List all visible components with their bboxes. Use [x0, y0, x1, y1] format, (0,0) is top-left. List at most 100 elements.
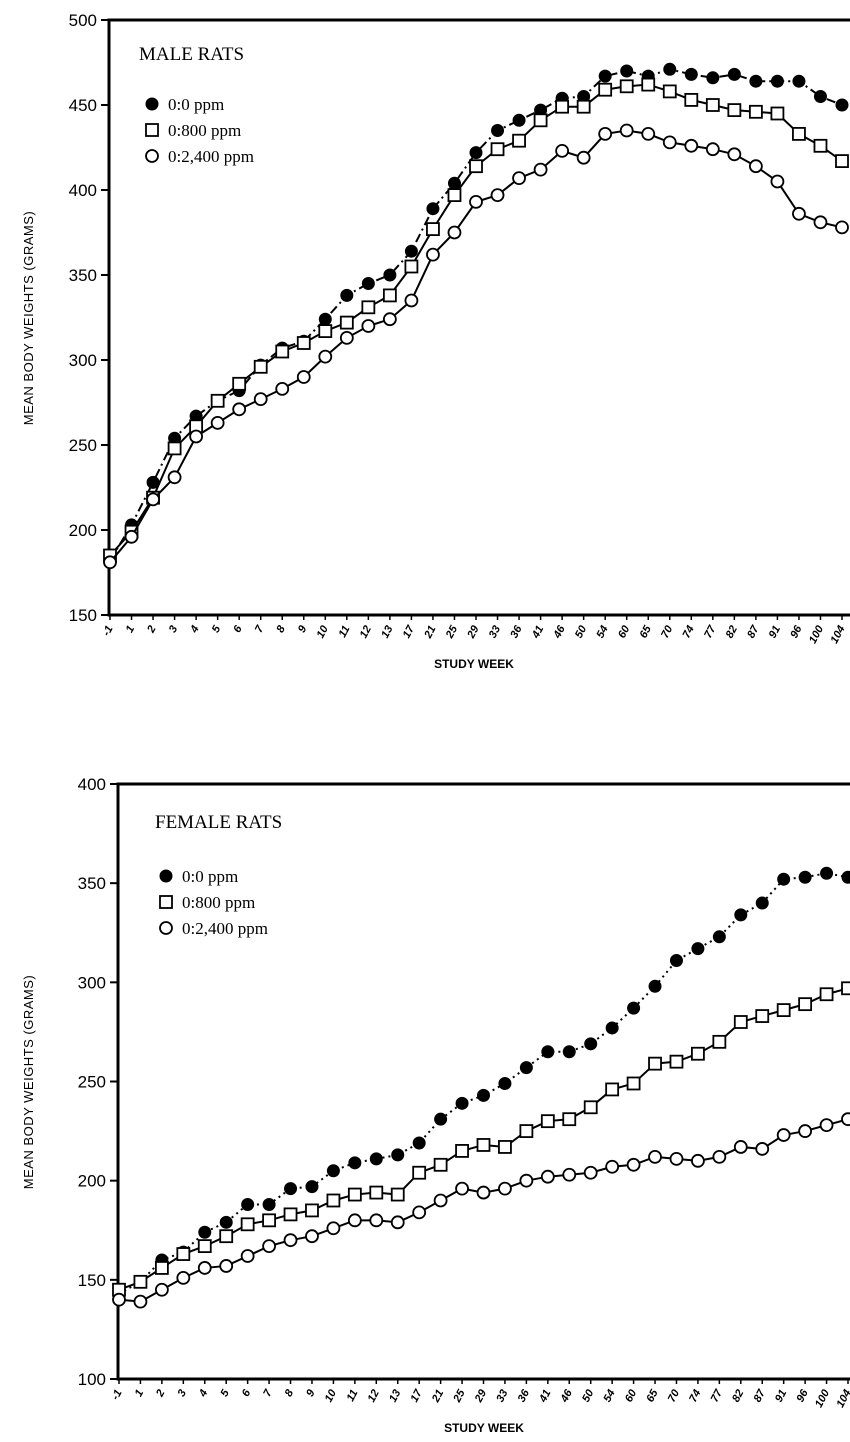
data-point — [584, 1037, 598, 1051]
data-point — [841, 1112, 850, 1127]
data-point — [662, 135, 677, 150]
data-point — [562, 1167, 577, 1182]
data-point — [712, 1149, 727, 1164]
data-point — [167, 470, 182, 485]
data-point — [540, 1169, 555, 1184]
data-point — [727, 67, 741, 81]
data-point — [447, 225, 462, 240]
x-tick-label: 7 — [261, 1387, 275, 1399]
y-tick-label: 200 — [69, 521, 97, 540]
x-tick-label: 1 — [133, 1388, 146, 1399]
data-point — [133, 1294, 148, 1309]
data-point — [755, 1009, 770, 1023]
x-tick-label: 5 — [210, 623, 224, 635]
data-point — [512, 133, 526, 148]
data-point — [434, 1112, 448, 1126]
data-point — [798, 997, 813, 1012]
x-tick-label: 1 — [124, 624, 137, 635]
x-tick-label: 87 — [745, 623, 762, 640]
data-point — [133, 1274, 148, 1289]
data-point — [555, 99, 570, 114]
data-point — [712, 1034, 727, 1049]
data-point — [284, 1182, 298, 1196]
x-tick-label: 50 — [573, 623, 590, 640]
data-point — [598, 82, 613, 97]
x-tick-label: 36 — [516, 1387, 533, 1404]
data-point — [361, 300, 376, 315]
x-tick-label: 13 — [379, 624, 395, 640]
data-point — [412, 1136, 426, 1150]
x-tick-label: 96 — [788, 623, 805, 640]
data-point — [841, 981, 850, 996]
data-point — [626, 1157, 641, 1172]
data-point — [841, 870, 850, 884]
data-point — [498, 1140, 512, 1154]
data-point — [598, 126, 613, 141]
data-point — [648, 1056, 662, 1071]
data-point — [733, 1015, 748, 1029]
data-point — [361, 277, 375, 290]
data-point — [219, 1229, 234, 1244]
data-point — [103, 555, 117, 570]
data-point — [813, 138, 828, 153]
data-point — [426, 222, 440, 237]
y-tick-label: 300 — [78, 973, 106, 992]
x-tick-label: 29 — [472, 1387, 489, 1405]
legend-marker — [145, 149, 159, 163]
plot-frame — [107, 18, 850, 617]
data-point — [154, 1282, 169, 1297]
data-point — [369, 1152, 383, 1166]
x-tick-label: 65 — [644, 1387, 661, 1404]
x-tick-label: 77 — [709, 1387, 726, 1404]
data-point — [369, 1213, 384, 1228]
data-point — [348, 1156, 362, 1170]
data-point — [641, 77, 656, 92]
data-point — [275, 344, 290, 359]
data-point — [262, 1213, 276, 1228]
data-point — [777, 872, 791, 886]
x-tick-label: 10 — [315, 623, 332, 640]
data-point — [167, 441, 182, 456]
chart-title: MALE RATS — [139, 44, 244, 65]
data-point — [669, 954, 683, 968]
data-point — [262, 1197, 276, 1211]
data-point — [576, 150, 591, 165]
data-point — [770, 74, 784, 88]
data-point — [712, 930, 726, 944]
data-point — [232, 402, 247, 417]
y-tick-label: 250 — [69, 436, 97, 455]
data-point — [347, 1187, 362, 1202]
y-tick-label: 150 — [78, 1271, 106, 1290]
x-tick-label: 17 — [408, 1387, 425, 1404]
legend-marker — [145, 123, 159, 137]
x-tick-label: 100 — [807, 623, 827, 646]
x-tick-label: 41 — [529, 624, 546, 641]
data-point — [232, 376, 247, 391]
data-point — [820, 866, 834, 880]
data-point — [275, 381, 290, 396]
x-tick-label: 29 — [465, 623, 482, 641]
y-tick-label: 400 — [69, 181, 97, 200]
data-point — [112, 1292, 126, 1307]
data-point — [318, 349, 333, 364]
x-tick-label: 6 — [240, 1387, 254, 1399]
y-tick-label: 400 — [78, 775, 106, 794]
data-point — [219, 1259, 234, 1273]
legend-entry: 0:2,400 ppm — [168, 147, 254, 166]
data-point — [620, 64, 634, 78]
data-point — [477, 1088, 490, 1102]
data-point — [519, 1173, 534, 1188]
x-tick-label: 2 — [154, 1388, 168, 1400]
y-tick-label: 150 — [69, 606, 97, 625]
data-point — [361, 319, 376, 333]
data-point — [469, 146, 483, 160]
series-layer — [103, 62, 849, 570]
data-point — [305, 1203, 319, 1218]
data-point — [562, 1112, 577, 1127]
y-tick-label: 250 — [78, 1073, 106, 1092]
data-point — [491, 124, 505, 137]
x-tick-label: 60 — [616, 623, 633, 640]
x-tick-label: 70 — [666, 1387, 683, 1404]
data-point — [455, 1144, 469, 1158]
data-point — [835, 154, 849, 169]
